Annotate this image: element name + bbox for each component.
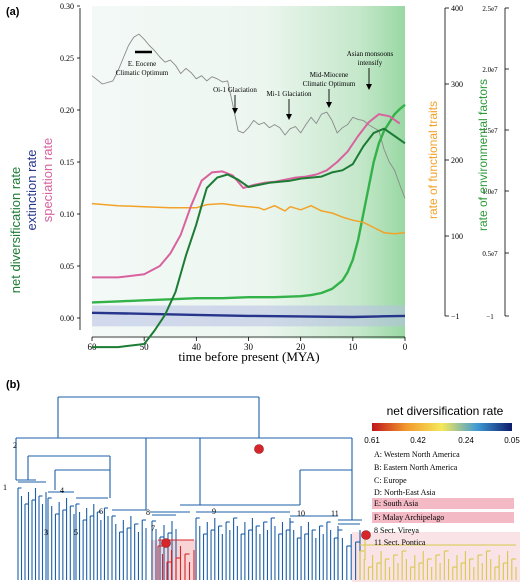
annotation-monsoon-2: intensify xyxy=(358,59,383,67)
series-net-mean xyxy=(91,103,406,304)
series-temperature xyxy=(91,33,406,199)
colorbar-tick-label: 0.05 xyxy=(504,436,520,445)
colorbar-gradient xyxy=(372,423,512,431)
series-speciation xyxy=(92,113,401,279)
env-tick-label: 1.5e7 xyxy=(482,127,498,135)
traits-tick-label: 200 xyxy=(451,156,463,165)
series-extinction xyxy=(91,311,406,319)
annotation-eeco-2: Climatic Optimum xyxy=(116,69,169,77)
colorbar-tick-label: 0.42 xyxy=(410,436,426,445)
colorbar-tick-label: 0.24 xyxy=(458,436,474,445)
arrow-oi1-head xyxy=(232,108,238,114)
y-tick-label: 0.30 xyxy=(60,2,74,11)
x-tick-label: 50 xyxy=(140,342,150,352)
shift-node xyxy=(161,538,171,548)
region-legend-item: 8 Sect. Vireya xyxy=(374,526,419,535)
region-legend-item: E: South Asia xyxy=(374,499,418,508)
phylogenetic-tree: 1 2 3 4 5 6 78 9 10 11 xyxy=(3,396,517,580)
green-band xyxy=(92,6,405,339)
env-axis-ticks: 2.5e7 2.0e7 1.5e7 1.0e7 0.5e7 −1 xyxy=(482,5,509,321)
clade-number: 1 xyxy=(3,483,7,492)
env-tick-label: 2.5e7 xyxy=(482,5,498,13)
uncertainty-bands xyxy=(92,6,405,339)
region-legend: A: Western North America B: Eastern North… xyxy=(372,450,514,547)
y-tick-label: 0.20 xyxy=(60,106,74,115)
env-tick-label: −1 xyxy=(486,313,494,321)
panel-b-highlight-regions xyxy=(151,532,520,582)
traits-tick-label: 400 xyxy=(451,4,463,13)
clade-number: 11 xyxy=(331,509,339,518)
climate-annotations: E. Eocene Climatic Optimum Oi-1 Glaciati… xyxy=(116,50,394,120)
series-functional-traits xyxy=(91,202,406,235)
ylabel-speciation: speciation rate xyxy=(40,138,55,223)
colorbar-ticks: 0.61 0.42 0.24 0.05 xyxy=(364,436,520,445)
x-axis-label: time before present (MYA) xyxy=(178,349,319,364)
annotation-mi1: Mi-1 Glaciation xyxy=(267,90,312,98)
region-legend-item: 11 Sect. Pontica xyxy=(374,538,426,547)
series-net xyxy=(92,127,406,349)
env-tick-label: 1.0e7 xyxy=(482,188,498,196)
region-legend-item: C: Europe xyxy=(374,476,407,485)
y-tick-label: 0.15 xyxy=(60,158,74,167)
clade-number: 9 xyxy=(212,507,216,516)
y-tick-label: 0.25 xyxy=(60,54,74,63)
clade-number: 5 xyxy=(74,528,78,537)
ylabel-environmental: rate of environmental factors xyxy=(476,79,490,231)
panel-b-label: (b) xyxy=(6,379,20,391)
shift-node xyxy=(254,444,264,454)
x-tick-label: 40 xyxy=(192,342,202,352)
clade-number: 7 xyxy=(151,524,155,533)
clade-number: 3 xyxy=(44,528,48,537)
region-highlight xyxy=(372,498,514,509)
x-tick-label: 20 xyxy=(296,342,306,352)
traits-axis-ticks: 400 300 200 100 −1 xyxy=(445,4,463,321)
y-tick-label: 0.10 xyxy=(60,210,74,219)
region-highlight xyxy=(372,512,514,523)
region-legend-item: F: Malay Archipelago xyxy=(374,513,444,522)
series-lines xyxy=(91,33,406,349)
annotation-monsoon-1: Asian monsoons xyxy=(347,50,394,58)
region-legend-item: A: Western North America xyxy=(374,450,460,459)
arrow-mi1-head xyxy=(286,114,292,120)
colorbar-tick-label: 0.61 xyxy=(364,436,380,445)
annotation-eeco-1: E. Eocene xyxy=(128,60,156,68)
annotation-mmco-2: Climatic Optimum xyxy=(303,80,356,88)
clade-number: 10 xyxy=(297,509,305,518)
panel-a-label: (a) xyxy=(6,6,20,18)
ylabel-net: net diversification rate xyxy=(8,167,23,293)
x-tick-label: 0 xyxy=(403,342,408,352)
x-tick-label: 10 xyxy=(348,342,358,352)
annotation-mmco-1: Mid-Miocene xyxy=(310,71,349,79)
traits-tick-label: 100 xyxy=(451,232,463,241)
region-legend-item: B: Eastern North America xyxy=(374,463,458,472)
x-tick-label: 30 xyxy=(244,342,254,352)
y-tick-label: 0.00 xyxy=(60,314,74,323)
arrow-monsoon-head xyxy=(366,84,372,90)
traits-tick-label: 300 xyxy=(451,80,463,89)
traits-tick-label: −1 xyxy=(451,312,460,321)
ylabel-extinction: extinction rate xyxy=(24,150,39,231)
colorbar-title: net diversification rate xyxy=(387,404,504,418)
env-tick-label: 0.5e7 xyxy=(482,250,498,258)
clade-number: 8 xyxy=(146,508,150,517)
ylabel-functional-traits: rate of functional traits xyxy=(426,101,440,219)
clade-number: 4 xyxy=(60,486,64,495)
y-ticks: 0.00 0.05 0.10 0.15 0.20 0.25 0.30 xyxy=(60,2,80,323)
region-legend-item: D: North-East Asia xyxy=(374,488,436,497)
clade-number: 6 xyxy=(99,507,103,516)
arrow-mmco-head xyxy=(326,102,332,108)
env-tick-label: 2.0e7 xyxy=(482,66,498,74)
colorbar: net diversification rate 0.61 0.42 0.24 0.0… xyxy=(364,404,520,445)
shift-node xyxy=(361,530,371,540)
annotation-oi1: Oi-1 Glaciation xyxy=(213,86,257,94)
clade-number: 2 xyxy=(13,441,17,450)
y-tick-label: 0.05 xyxy=(60,262,74,271)
